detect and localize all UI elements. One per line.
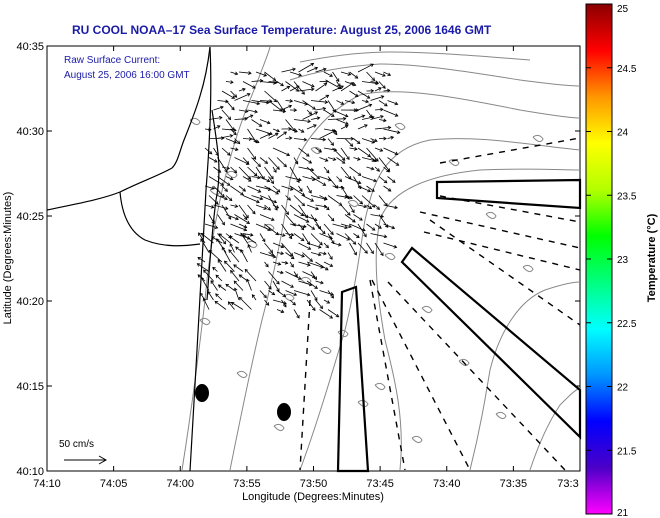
scale-bar-label: 50 cm/s	[59, 439, 94, 450]
x-tick-label: 74:00	[166, 478, 194, 490]
colorbar-tick-label: 23.5	[617, 191, 637, 202]
y-tick-label: 40:20	[16, 296, 44, 308]
coastline	[46, 46, 220, 472]
x-tick-label: 73:50	[300, 478, 328, 490]
colorbar-tick-label: 25	[617, 4, 629, 15]
x-tick-label: 73:45	[366, 478, 394, 490]
buoy-marker-east	[277, 403, 291, 421]
x-axis-label: Longitude (Degrees:Minutes)	[242, 491, 384, 503]
y-tick-label: 40:10	[16, 466, 44, 478]
x-tick-label: 73:40	[433, 478, 461, 490]
colorbar-tick-label: 23	[617, 255, 629, 266]
colorbar-label: Temperature (°C)	[646, 213, 658, 302]
colorbar-tick-label: 24.5	[617, 64, 637, 75]
colorbar-tick-label: 22	[617, 383, 629, 394]
annotation-line-1: Raw Surface Current:	[64, 55, 160, 66]
y-axis-ticks: 40:35 40:30 40:25 40:20 40:15 40:10	[16, 41, 580, 478]
x-tick-label: 73:35	[500, 478, 528, 490]
colorbar-tick-label: 21.5	[617, 446, 637, 457]
x-tick-label: 73:55	[233, 478, 261, 490]
x-axis-ticks: 74:10 74:05 74:00 73:55 73:50 73:45 73:40 73:35…	[33, 46, 581, 490]
buoy-marker-west	[195, 384, 209, 402]
shipping-lanes	[299, 137, 582, 473]
y-tick-label: 40:30	[16, 126, 44, 138]
x-tick-label: 74:05	[100, 478, 128, 490]
scale-bar-arrow	[64, 455, 108, 465]
map-title: RU COOL NOAA–17 Sea Surface Temperature:…	[72, 23, 492, 37]
x-tick-label: 73:3	[557, 478, 578, 490]
x-tick-label: 74:10	[33, 478, 61, 490]
bathymetry-contours	[181, 46, 581, 471]
map-frame	[46, 45, 581, 472]
y-axis-label: Latitude (Degrees:Minutes)	[2, 192, 14, 325]
colorbar-tick-label: 21	[617, 508, 629, 518]
y-tick-label: 40:15	[16, 381, 44, 393]
surface-current-vectors	[196, 63, 401, 319]
annotation-line-2: August 25, 2006 16:00 GMT	[64, 70, 190, 81]
colorbar-ticks: 25 24.5 24 23.5 23 22.5 22 21.5 21	[586, 3, 637, 518]
colorbar-tick-label: 22.5	[617, 319, 637, 330]
y-tick-label: 40:25	[16, 211, 44, 223]
y-tick-label: 40:35	[16, 41, 44, 53]
colorbar-tick-label: 24	[617, 128, 629, 139]
